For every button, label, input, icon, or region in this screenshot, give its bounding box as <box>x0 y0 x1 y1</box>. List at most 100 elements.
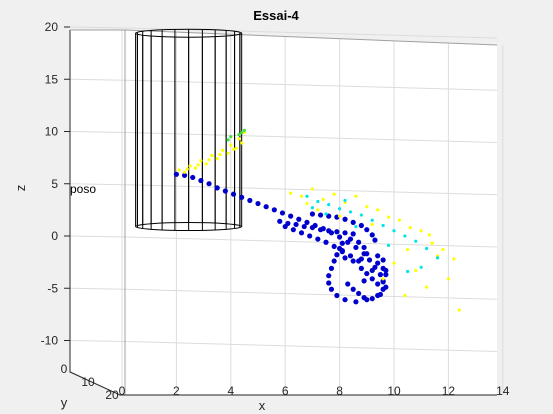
z-gridline-back <box>124 184 498 196</box>
scatter-point <box>305 201 309 206</box>
scatter-point <box>435 256 440 260</box>
scatter-point <box>237 132 241 137</box>
z-gridline-left <box>69 183 126 186</box>
scatter-point <box>338 207 342 211</box>
scatter-point <box>304 219 310 225</box>
cylinder-top-rim <box>135 28 243 38</box>
scatter-point <box>338 214 342 218</box>
scatter-point <box>369 296 375 302</box>
scatter-point <box>334 229 340 235</box>
scatter-point <box>326 280 332 286</box>
x-tick-label: 2 <box>173 384 180 398</box>
scatter-point <box>327 203 331 207</box>
scatter-point <box>334 292 340 299</box>
scatter-point <box>188 164 192 168</box>
y-tick-label: 0 <box>61 362 68 376</box>
scatter-point <box>226 151 230 155</box>
scatter-point <box>419 265 423 269</box>
scatter-point <box>282 223 288 230</box>
scatter-point <box>358 222 364 229</box>
z-gridline-back <box>124 236 498 248</box>
scatter-point <box>354 194 358 198</box>
left-wall <box>70 30 125 395</box>
scatter-point <box>240 130 244 135</box>
scatter-point <box>342 255 348 261</box>
scatter-point <box>419 229 423 233</box>
scatter-point <box>240 141 244 145</box>
scatter-point <box>229 143 233 147</box>
scatter-point <box>316 199 320 204</box>
z-gridline-left <box>69 235 126 238</box>
scatter-point <box>317 212 324 218</box>
x-tick-label: 0 <box>119 384 126 398</box>
scatter-point <box>309 224 315 231</box>
scatter-point <box>173 171 179 177</box>
scatter-points <box>173 128 461 312</box>
scatter-point <box>315 236 321 242</box>
scatter-point <box>277 218 283 224</box>
scatter-point <box>364 251 370 257</box>
scatter-point <box>342 230 348 236</box>
z-tick-label: -5 <box>47 281 58 295</box>
z-gridline-left <box>69 131 126 133</box>
scatter-point <box>239 194 245 200</box>
scatter-point <box>310 187 314 191</box>
scatter-point <box>392 261 396 265</box>
scatter-point <box>350 219 356 225</box>
z-tick-label: 20 <box>45 20 59 34</box>
scatter-point <box>375 253 381 259</box>
annotation-poso: poso <box>70 182 96 196</box>
z-tick-label: 5 <box>51 177 58 191</box>
scatter-point <box>343 198 347 203</box>
scatter-point <box>214 185 220 191</box>
scatter-point <box>339 240 345 246</box>
scatter-point <box>361 295 367 301</box>
scatter-point <box>347 236 354 242</box>
scatter-point <box>288 213 294 219</box>
scatter-point <box>237 137 241 141</box>
scatter-point <box>226 138 230 142</box>
scatter-point <box>425 285 429 289</box>
scatter-point <box>185 167 189 171</box>
chart-title: Essai-4 <box>253 8 299 23</box>
scatter-point <box>323 239 329 245</box>
scatter-point <box>408 225 412 230</box>
scatter-point <box>392 229 396 233</box>
z-gridline-back <box>124 79 498 91</box>
scatter-point <box>457 308 461 312</box>
scatter-point <box>446 277 450 281</box>
scatter-point <box>309 211 315 217</box>
scatter-point <box>298 230 305 236</box>
grid-lines <box>69 26 504 395</box>
scatter-point <box>364 270 370 277</box>
scatter-point <box>326 213 332 219</box>
scatter-point <box>231 147 236 151</box>
scatter-point <box>310 206 314 210</box>
scatter-point <box>403 234 407 238</box>
z-tick-label: 15 <box>45 72 59 86</box>
scatter-point <box>326 273 332 279</box>
scatter-point <box>263 204 269 210</box>
scatter-point <box>350 286 356 292</box>
scatter-point <box>271 207 277 213</box>
scatter-point <box>383 272 389 278</box>
scatter-point <box>307 233 313 239</box>
scatter-point <box>370 222 374 227</box>
x-tick-label: 8 <box>336 384 343 398</box>
scatter-point <box>332 192 336 196</box>
x-tick-label: 6 <box>282 384 289 398</box>
scatter-point <box>350 231 356 237</box>
scatter-point <box>353 299 359 305</box>
scatter-point <box>182 170 187 174</box>
scatter-point <box>242 128 246 133</box>
scatter-point <box>177 168 181 172</box>
z-tick-label: -10 <box>41 334 59 348</box>
scatter-point <box>326 228 332 234</box>
scatter-point <box>348 210 353 214</box>
scatter-point <box>337 234 343 240</box>
scatter-point <box>196 163 200 167</box>
scatter-point <box>296 216 302 222</box>
scatter-point <box>234 146 238 150</box>
scatter-point <box>414 239 418 243</box>
z-gridline-back <box>124 288 498 300</box>
